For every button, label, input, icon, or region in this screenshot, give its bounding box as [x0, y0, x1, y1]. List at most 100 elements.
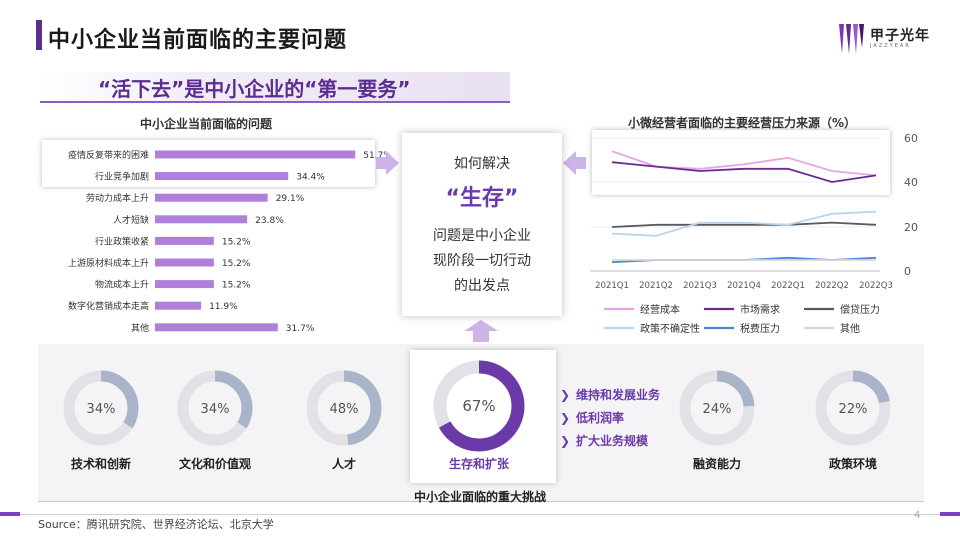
bar-value-label: 11.9% — [209, 302, 238, 312]
challenges-donut-row: 34% 技术和创新 34% 文化和价值观 48% 人才 67% 生存和扩张 24% 融资能力 22%… — [63, 360, 891, 471]
legend-label: 政策不确定性 — [640, 322, 700, 335]
bar — [155, 301, 202, 310]
legend-label: 税费压力 — [740, 322, 780, 335]
donut-track — [815, 370, 891, 446]
bar — [155, 280, 214, 289]
bar-category-label: 疫情反复带来的困难 — [68, 149, 149, 161]
series-line — [611, 221, 877, 228]
logo-mark-icon — [839, 24, 864, 54]
x-tick-label: 2021Q2 — [639, 281, 673, 291]
challenges-baseline — [38, 501, 924, 502]
donut-arc — [177, 370, 253, 446]
donut-arc — [63, 370, 139, 446]
bar-value-label: 29.1% — [276, 194, 305, 204]
line-chart-title: 小微经营者面临的主要经营压力来源（%） — [628, 116, 857, 130]
bar-value-label: 31.7% — [286, 324, 315, 334]
bar-category-label: 行业竞争加剧 — [95, 171, 149, 183]
footer-rule — [0, 514, 960, 515]
arrow-up-icon — [464, 320, 498, 342]
legend-label: 市场需求 — [740, 303, 780, 316]
challenges-caption: 中小企业面临的重大挑战 — [414, 490, 547, 504]
donut-category-label: 人才 — [332, 456, 356, 471]
bullet-item: ❯ 扩大业务规模 — [560, 432, 660, 455]
bar-category-label: 其他 — [131, 322, 149, 334]
brand-logo: 甲子光年 JAZZYEAR — [838, 20, 938, 60]
bar — [155, 236, 214, 245]
center-text-block: 问题是中小企业 现阶段一切行动 的出发点 — [402, 224, 562, 299]
bullet-text: 维持和发展业务 — [576, 388, 661, 402]
donut-value-label: 67% — [462, 397, 495, 415]
pressure-line-chart: 60 40 20 0 2021Q1 2021Q2 2021Q3 2021Q4 2022Q1 202… — [590, 132, 918, 335]
bullet-list: ❯ 维持和发展业务 ❯ 低利润率 ❯ 扩大业务规模 — [560, 386, 660, 455]
bar-chart-title: 中小企业当前面临的问题 — [140, 117, 273, 131]
bar-category-label: 行业政策收紧 — [95, 235, 149, 247]
page-title: 中小企业当前面临的主要问题 — [48, 28, 348, 53]
donut-value-label: 24% — [703, 402, 732, 417]
bar-value-label: 51.7% — [363, 151, 388, 161]
x-tick-label: 2022Q3 — [859, 281, 893, 291]
bar-value-label: 15.2% — [222, 281, 251, 291]
bullet-text: 低利润率 — [576, 411, 625, 425]
x-tick-label: 2021Q1 — [595, 281, 629, 291]
bullet-text: 扩大业务规模 — [576, 434, 649, 448]
bar — [155, 193, 268, 202]
bar-category-label: 上游原材料成本上升 — [68, 257, 149, 269]
center-line-2: “生存” — [445, 186, 519, 211]
source-note: Source：腾讯研究院、世界经济论坛、北京大学 — [38, 518, 274, 531]
donut-category-label: 生存和扩张 — [449, 456, 510, 471]
center-conclusion-box: 如何解决 “生存” 问题是中小企业 现阶段一切行动 的出发点 — [402, 133, 562, 316]
bar — [155, 323, 278, 332]
center-line-4: 现阶段一切行动 — [433, 253, 531, 269]
bar — [155, 258, 214, 267]
bar-category-label: 数字化营销成本走高 — [68, 300, 149, 312]
bar — [155, 172, 289, 181]
y-tick-label: 40 — [904, 176, 918, 189]
bullet-item: ❯ 低利润率 — [560, 409, 660, 432]
subtitle-underline — [40, 101, 510, 103]
donut-value-label: 48% — [330, 402, 359, 417]
logo-text: 甲子光年 — [870, 28, 930, 44]
donut-value-label: 34% — [87, 402, 116, 417]
subtitle-band — [40, 72, 510, 102]
series-line — [611, 150, 877, 177]
bar-value-label: 23.8% — [255, 216, 284, 226]
donut-category-label: 融资能力 — [693, 456, 741, 471]
legend-label: 其他 — [840, 322, 860, 335]
footer-accent-left — [0, 512, 20, 516]
y-tick-label: 20 — [904, 221, 918, 234]
legend-label: 偿贷压力 — [840, 303, 880, 316]
title-accent-bar — [36, 20, 42, 50]
bar — [155, 215, 248, 224]
bar-value-label: 34.4% — [296, 173, 325, 183]
series-line — [611, 161, 877, 183]
y-tick-label: 0 — [904, 265, 911, 278]
legend-label: 经营成本 — [640, 303, 680, 316]
x-tick-label: 2021Q3 — [683, 281, 717, 291]
donut-category-label: 技术和创新 — [71, 456, 131, 471]
arrow-right-icon — [376, 151, 399, 175]
x-tick-label: 2022Q2 — [815, 281, 849, 291]
donut-value-label: 34% — [201, 402, 230, 417]
chevron-right-icon: ❯ — [560, 388, 571, 402]
arrow-left-icon — [563, 151, 586, 175]
donut-arc — [433, 360, 525, 452]
bar-category-label: 劳动力成本上升 — [86, 192, 149, 204]
center-line-3: 问题是中小企业 — [433, 228, 531, 244]
footer-accent-right — [940, 512, 960, 516]
center-line-1: 如何解决 — [454, 156, 510, 172]
donut-arc — [679, 370, 755, 446]
page-subtitle: “活下去”是中小企业的“第一要务” — [98, 77, 411, 101]
y-tick-label: 60 — [904, 132, 918, 145]
bullet-item: ❯ 维持和发展业务 — [560, 386, 660, 409]
bar-category-label: 人才短缺 — [113, 214, 149, 226]
donut-category-label: 政策环境 — [829, 456, 877, 471]
chevron-right-icon: ❯ — [560, 434, 571, 448]
donut-category-label: 文化和价值观 — [179, 456, 251, 471]
bar-value-label: 15.2% — [222, 259, 251, 269]
x-tick-label: 2022Q1 — [771, 281, 805, 291]
donut-arc — [306, 370, 382, 446]
bar — [155, 150, 356, 159]
series-line — [611, 210, 877, 237]
bar-value-label: 15.2% — [222, 237, 251, 247]
page-number: 4 — [914, 510, 921, 521]
